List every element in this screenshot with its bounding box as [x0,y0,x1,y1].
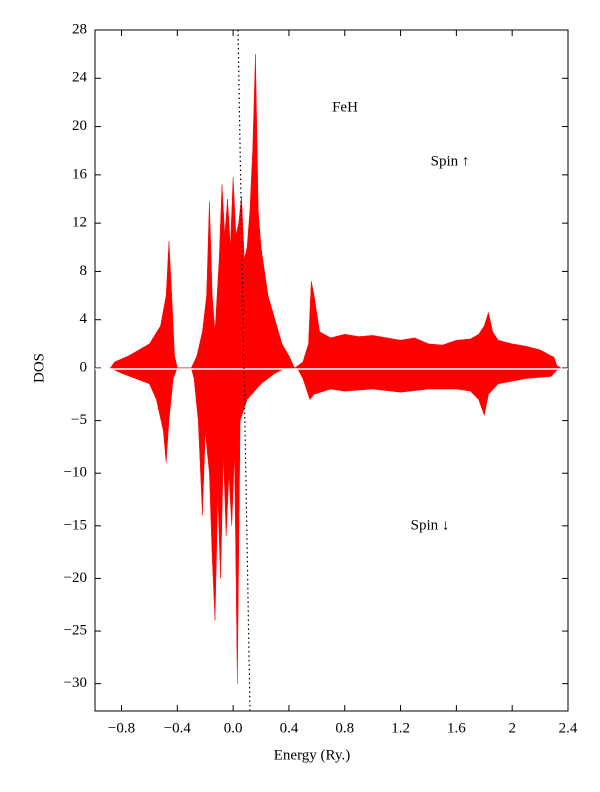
y-tick-label: 28 [72,21,87,37]
x-tick-label: 1.2 [391,720,410,736]
plot-frame [94,29,569,712]
y-tick-label: 16 [72,166,88,182]
annotation: Spin ↓ [411,517,450,533]
annotation: FeH [332,99,358,115]
y-axis-label: DOS [31,353,47,383]
x-tick-label: 2.4 [559,720,578,736]
x-tick-label: −0.8 [108,720,135,736]
dos-area [109,54,562,369]
dos-area [110,367,562,684]
y-tick-label: −10 [64,465,87,481]
y-tick-label: −30 [64,675,87,691]
y-tick-label: −5 [71,412,87,428]
x-tick-label: 1.6 [447,720,466,736]
y-tick-label: 20 [72,118,87,134]
y-tick-label: −15 [64,517,87,533]
fermi-line [237,29,251,712]
y-tick-label: −25 [64,622,87,638]
x-tick-label: 2 [508,720,516,736]
x-axis-label: Energy (Ry.) [274,747,350,763]
x-tick-label: 0.8 [335,720,354,736]
y-tick-label: 4 [80,311,88,327]
y-tick-label: 24 [72,70,88,86]
y-tick-label: 0 [80,359,88,375]
x-tick-label: 0.4 [280,720,299,736]
y-tick-label: 12 [72,215,87,231]
annotation: Spin ↑ [431,153,470,169]
x-tick-label: −0.4 [164,720,192,736]
y-tick-label: −20 [64,570,87,586]
y-tick-label: 8 [80,263,88,279]
x-tick-label: 0.0 [224,720,243,736]
